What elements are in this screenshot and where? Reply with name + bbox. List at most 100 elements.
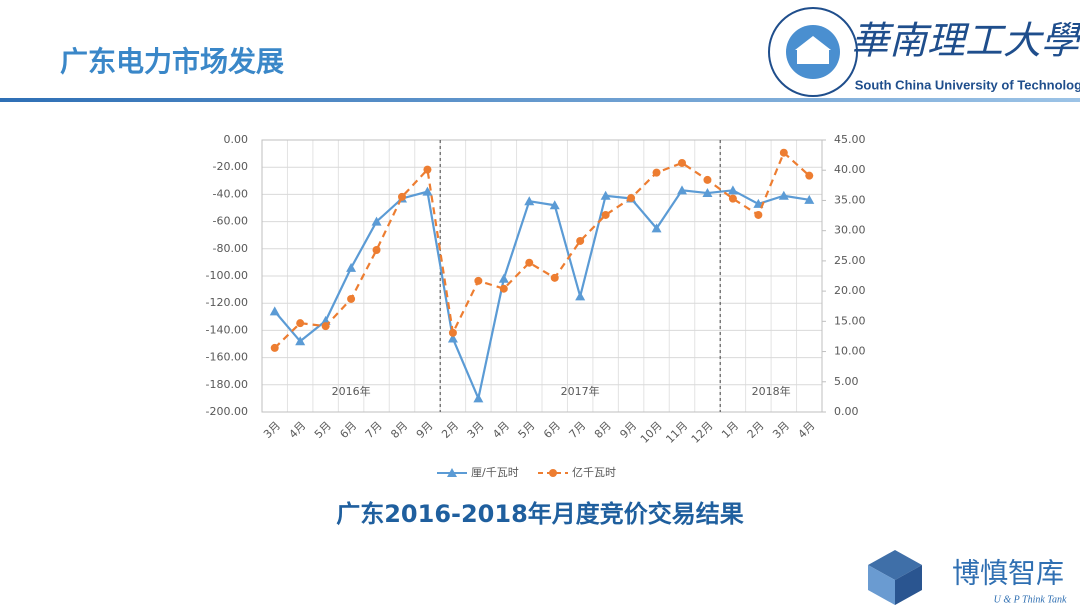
point-marker [702,188,713,198]
x-tick-label: 2月 [439,419,461,441]
legend-label: 厘/千瓦时 [471,466,519,479]
point-marker [371,216,382,226]
y2-tick-label: 25.00 [834,254,866,267]
point-marker [398,192,406,201]
y2-tick-label: 5.00 [834,375,859,388]
point-marker [678,158,686,167]
y2-tick-label: 45.00 [834,133,866,146]
y-tick-label: -200.00 [206,405,248,418]
y-tick-label: -20.00 [213,160,248,173]
x-tick-label: 3月 [770,419,792,441]
series-line [273,189,810,403]
y-tick-label: -140.00 [206,323,248,336]
university-name-en: South China University of Technology [855,77,1080,92]
y2-tick-label: 35.00 [834,193,866,206]
point-marker [627,194,636,203]
think-tank-logo: 博慎智库 U & P Think Tank [868,550,1067,605]
x-tick-label: 9月 [617,419,639,441]
x-tick-label: 3月 [261,419,283,441]
x-tick-label: 10月 [638,419,665,446]
series-line [273,150,811,349]
point-marker [296,319,305,328]
y-tick-label: -120.00 [206,296,248,309]
point-marker [422,186,433,196]
think-tank-name-en: U & P Think Tank [994,594,1067,605]
point-marker [347,294,356,303]
point-marker [498,273,509,283]
y2-tick-label: 30.00 [834,224,866,237]
year-label: 2017年 [561,384,600,398]
x-tick-label: 5月 [312,419,334,441]
point-marker [499,284,508,293]
point-marker [346,262,357,272]
point-marker [270,343,279,352]
point-marker [423,165,432,174]
point-marker [601,210,610,219]
point-marker [600,190,611,200]
x-tick-label: 8月 [388,419,410,441]
y2-tick-label: 10.00 [834,345,866,358]
point-marker [550,273,559,282]
x-tick-label: 4月 [490,419,512,441]
point-marker [473,393,484,403]
point-marker [779,148,788,157]
point-marker [525,258,534,267]
point-marker [728,194,737,203]
y-tick-label: -60.00 [213,215,248,228]
legend-label: 亿千瓦时 [572,466,616,479]
think-tank-name-cn: 博慎智库 [952,557,1064,590]
y-tick-label: -80.00 [213,242,248,255]
x-tick-label: 2月 [745,419,767,441]
x-tick-label: 12月 [689,419,716,446]
point-marker [447,333,458,343]
year-label: 2018年 [752,384,791,398]
point-marker [295,336,306,346]
x-tick-label: 9月 [414,419,436,441]
x-tick-label: 4月 [796,419,818,441]
legend-marker [447,468,457,477]
point-marker [448,328,457,337]
x-tick-label: 3月 [465,419,487,441]
y-tick-label: 0.00 [224,133,249,146]
x-tick-label: 5月 [516,419,538,441]
chart-title: 广东2016-2018年月度竞价交易结果 [336,500,744,528]
x-tick-label: 6月 [541,419,563,441]
point-marker [677,185,687,195]
point-marker [652,168,661,177]
y2-tick-label: 20.00 [834,284,866,297]
x-tick-label: 11月 [663,419,690,446]
university-name-cn: 華南理工大學 [851,19,1080,63]
point-marker [575,291,586,301]
y-tick-label: -100.00 [206,269,248,282]
point-marker [372,246,381,255]
y2-tick-label: 40.00 [834,163,866,176]
x-tick-label: 1月 [719,419,741,441]
y-tick-label: -180.00 [206,378,248,391]
point-marker [651,223,662,233]
point-marker [753,198,764,208]
point-marker [549,200,560,210]
point-marker [576,236,585,245]
x-tick-label: 6月 [337,419,359,441]
x-tick-label: 7月 [567,419,589,441]
y-tick-label: -40.00 [213,187,248,200]
point-marker [321,322,330,331]
point-marker [524,196,535,206]
point-marker [778,190,789,200]
university-logo: 華南理工大學 South China University of Technol… [768,7,1080,97]
point-marker [804,194,815,204]
plot-frame [261,139,823,413]
x-tick-label: 8月 [592,419,614,441]
y-tick-label: -160.00 [206,351,248,364]
header-title: 广东电力市场发展 [60,45,284,78]
point-marker [727,185,738,195]
x-tick-label: 7月 [363,419,385,441]
point-marker [805,171,814,180]
x-tick-label: 4月 [287,419,309,441]
year-label: 2016年 [332,384,371,398]
header-line [0,98,1080,102]
point-marker [269,306,280,316]
y2-tick-label: 15.00 [834,314,866,327]
